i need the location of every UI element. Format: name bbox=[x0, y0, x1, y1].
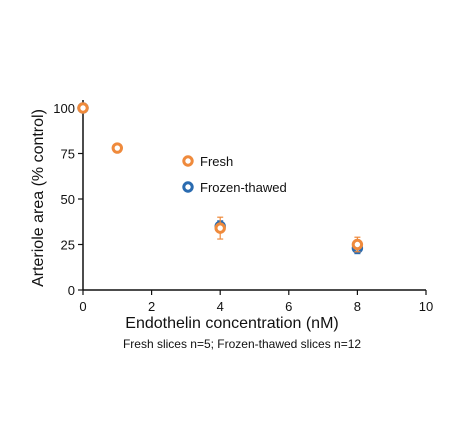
legend-marker bbox=[182, 155, 194, 167]
legend-marker bbox=[182, 181, 194, 193]
axes bbox=[78, 100, 427, 295]
x-tick-label: 8 bbox=[354, 299, 361, 314]
y-tick-label: 100 bbox=[53, 101, 75, 116]
x-tick-label: 4 bbox=[217, 299, 224, 314]
data-marks bbox=[77, 102, 364, 255]
series-fresh bbox=[77, 102, 364, 253]
legend-label: Fresh bbox=[200, 154, 233, 169]
y-axis-title: Arteriole area (% control) bbox=[30, 109, 47, 287]
x-tick-label: 0 bbox=[79, 299, 86, 314]
data-point bbox=[351, 238, 364, 251]
x-tick-label: 10 bbox=[419, 299, 433, 314]
x-tick-label: 2 bbox=[148, 299, 155, 314]
y-tick-label: 25 bbox=[61, 238, 75, 253]
data-point bbox=[111, 142, 124, 154]
x-tick-label: 6 bbox=[285, 299, 292, 314]
data-point bbox=[214, 222, 226, 234]
legend-label: Frozen-thawed bbox=[200, 180, 287, 195]
legend-item: Fresh bbox=[182, 154, 233, 169]
y-tick-label: 75 bbox=[61, 147, 75, 162]
y-tick-label: 50 bbox=[61, 192, 75, 207]
legend-item: Frozen-thawed bbox=[182, 180, 287, 195]
data-point bbox=[77, 102, 89, 114]
chart-caption: Fresh slices n=5; Frozen-thawed slices n… bbox=[123, 337, 361, 351]
legend: Fresh Frozen-thawed bbox=[182, 154, 287, 195]
y-tick-label: 0 bbox=[68, 283, 75, 298]
x-axis-title: Endothelin concentration (nM) bbox=[125, 315, 338, 332]
